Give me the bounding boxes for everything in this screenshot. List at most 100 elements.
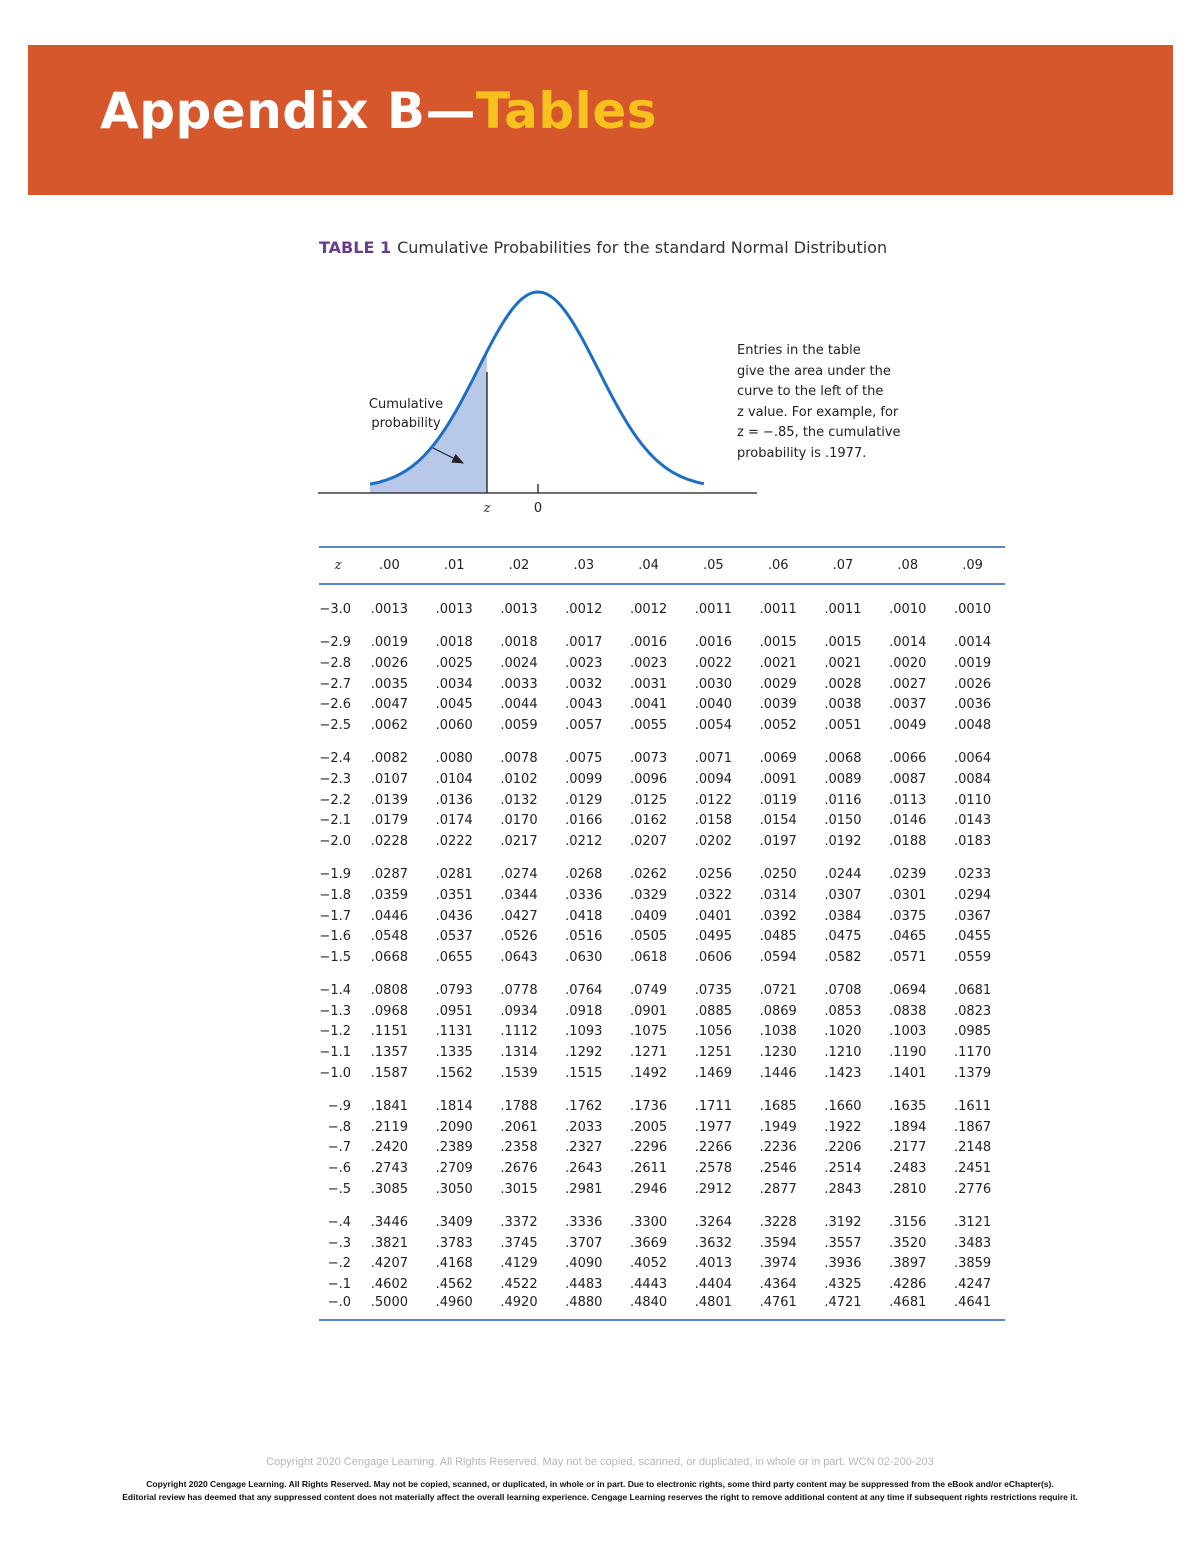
probability-cell: .0427 bbox=[500, 908, 538, 924]
probability-cell: .0022 bbox=[694, 655, 732, 671]
probability-cell: .0041 bbox=[629, 697, 668, 713]
probability-cell: .1587 bbox=[370, 1065, 408, 1081]
probability-cell: .1112 bbox=[500, 1024, 538, 1040]
table-row: −.8 .2119 .2090 .2061 .2033 .2005 .1977 .1949 .1… bbox=[319, 1117, 1005, 1138]
probability-cell: .0721 bbox=[759, 983, 797, 999]
normal-curve-figure: Cumulative probability z 0 bbox=[318, 290, 757, 516]
probability-cell: .0418 bbox=[565, 908, 603, 924]
probability-cell: .0287 bbox=[370, 867, 408, 883]
probability-cell: .0823 bbox=[953, 1003, 992, 1019]
table-row: −1.0 .1587 .1562 .1539 .1515 .1492 .1469 .1446.… bbox=[319, 1063, 1005, 1084]
axis-zero-label: 0 bbox=[534, 501, 542, 516]
z-value-cell: −2.6 bbox=[319, 697, 351, 713]
probability-cell: .2005 bbox=[629, 1119, 668, 1135]
probability-cell: .3085 bbox=[370, 1181, 408, 1197]
table-caption: TABLE 1 Cumulative Probabilities for the … bbox=[319, 238, 887, 257]
z-value-cell: −1.5 bbox=[319, 949, 351, 965]
probability-cell: .3409 bbox=[435, 1215, 473, 1231]
probability-cell: .0154 bbox=[759, 813, 797, 829]
probability-cell: .2981 bbox=[565, 1181, 603, 1197]
probability-cell: .2743 bbox=[370, 1161, 408, 1177]
table-row: −.1 .4602 .4562 .4522 .4483 .4443 .4404 .4364 .4… bbox=[319, 1274, 1005, 1295]
group-spacer-cell bbox=[319, 968, 1005, 981]
probability-cell: .1190 bbox=[889, 1045, 927, 1061]
probability-cell: .4801 bbox=[680, 1294, 746, 1321]
column-header: .09 bbox=[940, 546, 1005, 585]
probability-cell: .4960 bbox=[421, 1294, 487, 1321]
probability-cell: .0066 bbox=[889, 751, 927, 767]
probability-cell: .4325 bbox=[824, 1277, 862, 1293]
probability-cell: .0384 bbox=[824, 908, 862, 924]
probability-cell: .0143 bbox=[953, 813, 992, 829]
table-row: −1.8 .0359 .0351 .0344 .0336 .0329 .0322 .0314.… bbox=[319, 885, 1005, 906]
group-spacer bbox=[319, 584, 1005, 599]
z-value-cell: −1.6 bbox=[319, 929, 351, 945]
probability-cell: .0516 bbox=[565, 929, 603, 945]
probability-cell: .1020 bbox=[824, 1024, 862, 1040]
z-value-cell: −.5 bbox=[327, 1181, 351, 1197]
table-row: −1.7 .0446 .0436 .0427 .0418 .0409 .0401 .0392.… bbox=[319, 906, 1005, 927]
probability-cell: .0344 bbox=[500, 887, 538, 903]
table-row: −2.6 .0047 .0045 .0044 .0043 .0041 .0040 .0039.… bbox=[319, 694, 1005, 715]
z-value-cell: −2.0 bbox=[319, 833, 351, 849]
probability-cell: .1271 bbox=[629, 1045, 668, 1061]
probability-cell: .0012 bbox=[565, 601, 603, 617]
table-row: −3.0 .0013 .0013 .0013 .0012 .0012 .0011 .0011.… bbox=[319, 599, 1005, 620]
probability-cell: .1611 bbox=[953, 1099, 992, 1115]
axis-z-label: z bbox=[483, 501, 491, 516]
z-value-cell: −2.9 bbox=[319, 635, 351, 651]
probability-cell: .1841 bbox=[370, 1099, 408, 1115]
probability-cell: .3015 bbox=[500, 1181, 538, 1197]
probability-cell: .1003 bbox=[889, 1024, 927, 1040]
probability-cell: .0052 bbox=[759, 717, 797, 733]
table-row: −.0.5000.4960.4920.4880.4840.4801.4761.4… bbox=[319, 1294, 1005, 1321]
probability-cell: .1292 bbox=[565, 1045, 603, 1061]
probability-cell: .2148 bbox=[953, 1140, 992, 1156]
probability-cell: .1922 bbox=[824, 1119, 862, 1135]
probability-cell: .4013 bbox=[694, 1256, 732, 1272]
probability-cell: .0359 bbox=[370, 887, 408, 903]
probability-cell: .0094 bbox=[694, 771, 732, 787]
probability-cell: .0158 bbox=[694, 813, 732, 829]
probability-cell: .5000 bbox=[357, 1294, 422, 1321]
probability-cell: .0024 bbox=[500, 655, 538, 671]
z-value-cell: −2.5 bbox=[319, 717, 351, 733]
probability-cell: .0084 bbox=[953, 771, 992, 787]
probability-cell: .0051 bbox=[824, 717, 862, 733]
probability-cell: .0025 bbox=[435, 655, 473, 671]
note-line-4: z value. For example, for bbox=[737, 404, 899, 420]
probability-cell: .1251 bbox=[694, 1045, 732, 1061]
probability-cell: .1788 bbox=[500, 1099, 538, 1115]
probability-cell: .4761 bbox=[745, 1294, 811, 1321]
probability-cell: .2420 bbox=[370, 1140, 408, 1156]
note-line-6: probability is .1977. bbox=[737, 445, 867, 461]
probability-cell: .0749 bbox=[629, 983, 668, 999]
probability-cell: .0027 bbox=[889, 676, 927, 692]
probability-cell: .0170 bbox=[500, 813, 538, 829]
probability-cell: .0021 bbox=[759, 655, 797, 671]
probability-cell: .0073 bbox=[629, 751, 668, 767]
probability-cell: .0256 bbox=[694, 867, 732, 883]
probability-cell: .0049 bbox=[889, 717, 927, 733]
probability-cell: .0036 bbox=[953, 697, 992, 713]
probability-cell: .0087 bbox=[889, 771, 927, 787]
probability-cell: .0934 bbox=[500, 1003, 538, 1019]
probability-cell: .3192 bbox=[824, 1215, 862, 1231]
probability-cell: .0011 bbox=[759, 601, 797, 617]
probability-cell: .3745 bbox=[500, 1235, 538, 1251]
probability-cell: .0014 bbox=[889, 635, 927, 651]
probability-cell: .2236 bbox=[759, 1140, 797, 1156]
z-value-cell: −.2 bbox=[327, 1256, 351, 1272]
probability-cell: .0030 bbox=[694, 676, 732, 692]
table-caption-label: TABLE 1 bbox=[319, 238, 392, 257]
probability-cell: .0367 bbox=[953, 908, 992, 924]
z-value-cell: −1.4 bbox=[319, 983, 351, 999]
z-value-cell: −2.2 bbox=[319, 792, 351, 808]
probability-cell: .0764 bbox=[565, 983, 603, 999]
probability-cell: .4681 bbox=[875, 1294, 941, 1321]
z-value-cell: −.9 bbox=[327, 1099, 351, 1115]
probability-cell: .0465 bbox=[889, 929, 927, 945]
probability-cell: .4404 bbox=[694, 1277, 732, 1293]
probability-cell: .2643 bbox=[565, 1161, 603, 1177]
probability-cell: .2451 bbox=[953, 1161, 992, 1177]
